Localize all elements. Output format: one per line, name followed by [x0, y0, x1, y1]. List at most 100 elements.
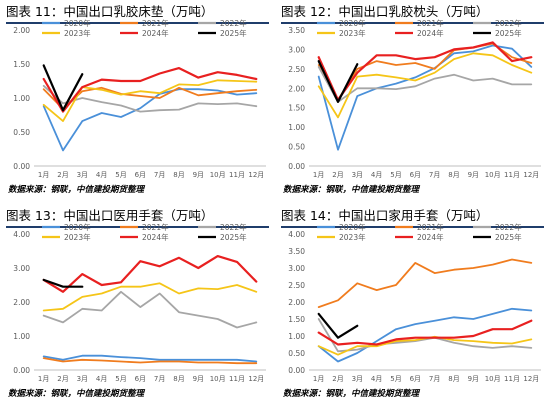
- x-tick-label: 6月: [135, 375, 146, 383]
- y-tick-label: 0.00: [13, 162, 30, 171]
- legend-label: 2020年: [339, 222, 366, 232]
- y-tick-label: 2.00: [288, 298, 305, 307]
- x-tick-label: 6月: [410, 171, 421, 179]
- legend-label: 2024年: [417, 28, 444, 38]
- legend-label: 2025年: [220, 232, 247, 242]
- x-tick-label: 10月: [485, 375, 501, 383]
- y-tick-label: 1.50: [13, 60, 30, 69]
- x-tick-label: 8月: [173, 375, 184, 383]
- x-tick-label: 8月: [448, 171, 459, 179]
- legend-label: 2021年: [417, 222, 444, 232]
- x-tick-label: 10月: [210, 375, 226, 383]
- y-tick-label: 4.00: [288, 230, 305, 239]
- source-note: 数据来源：钢联，中信建投期货整理: [283, 389, 420, 399]
- x-tick-label: 6月: [410, 375, 421, 383]
- y-tick-label: 2.50: [288, 65, 305, 74]
- y-tick-label: 3.50: [288, 26, 305, 35]
- legend-label: 2023年: [64, 232, 91, 242]
- source-note: 数据来源：钢联，中信建投期货整理: [283, 185, 420, 195]
- legend-label: 2020年: [339, 18, 366, 28]
- legend-label: 2023年: [339, 232, 366, 242]
- y-tick-label: 2.50: [288, 281, 305, 290]
- y-tick-label: 3.50: [288, 247, 305, 256]
- series-line: [42, 357, 258, 365]
- y-tick-label: 0.00: [13, 366, 30, 375]
- y-tick-label: 3.00: [288, 45, 305, 54]
- series-line: [42, 354, 258, 363]
- series-line: [42, 290, 258, 329]
- x-tick-label: 3月: [352, 171, 363, 179]
- x-tick-label: 2月: [57, 171, 68, 179]
- x-tick-label: 4月: [371, 171, 382, 179]
- x-tick-label: 9月: [193, 375, 204, 383]
- x-tick-label: 2月: [332, 171, 343, 179]
- y-tick-label: 0.50: [288, 143, 305, 152]
- x-tick-label: 7月: [429, 375, 440, 383]
- series-line: [317, 312, 359, 339]
- series-line: [317, 258, 533, 308]
- legend-label: 2024年: [142, 28, 169, 38]
- x-tick-label: 12月: [523, 375, 539, 383]
- legend-label: 2021年: [417, 18, 444, 28]
- x-tick-label: 2月: [57, 375, 68, 383]
- line-chart: 0.00 0.50 1.00 1.50 2.00 2.50 3.00 3.50 4.00 1月 2月…: [288, 222, 541, 383]
- chart-panel-4: 图表 14：中国出口家用手套（万吨） 0.00 0.50 1.00 1.50 2.00 2…: [275, 204, 550, 408]
- y-tick-label: 0.50: [13, 128, 30, 137]
- x-tick-label: 7月: [429, 171, 440, 179]
- x-tick-label: 2月: [332, 375, 343, 383]
- legend-label: 2021年: [142, 222, 169, 232]
- series-line: [42, 67, 258, 113]
- series-line: [317, 60, 359, 103]
- legend-label: 2022年: [220, 222, 247, 232]
- legend-label: 2022年: [220, 18, 247, 28]
- x-tick-label: 11月: [504, 171, 520, 179]
- x-tick-label: 11月: [229, 171, 245, 179]
- y-tick-label: 3.00: [13, 264, 30, 273]
- source-note: 数据来源：钢联，中信建投期货整理: [8, 185, 145, 195]
- line-chart: 0.00 0.50 1.00 1.50 2.00 2.50 3.00 3.50 1月 2月 3月 4月…: [288, 18, 541, 179]
- x-tick-label: 7月: [154, 375, 165, 383]
- series-line: [317, 319, 533, 346]
- legend-label: 2023年: [64, 28, 91, 38]
- x-tick-label: 7月: [154, 171, 165, 179]
- x-tick-label: 9月: [468, 171, 479, 179]
- y-tick-label: 0.00: [288, 366, 305, 375]
- series-line: [42, 84, 258, 113]
- chart-panel-1: 图表 11：中国出口乳胶床垫（万吨） 0.00 0.50 1.00 1.50 2.00 1…: [0, 0, 275, 204]
- series-line: [317, 52, 533, 119]
- series-line: [42, 282, 258, 312]
- x-tick-label: 12月: [523, 171, 539, 179]
- x-tick-label: 4月: [96, 171, 107, 179]
- x-tick-label: 12月: [248, 375, 264, 383]
- line-chart: 0.00 1.00 2.00 3.00 4.00 1月 2月 3月 4月 5月 6月 7月 8月 9月 10…: [13, 222, 266, 383]
- chart-panel-3: 图表 13：中国出口医用手套（万吨） 0.00 1.00 2.00 3.00 4.00 1…: [0, 204, 275, 408]
- y-tick-label: 1.50: [288, 104, 305, 113]
- legend-label: 2022年: [495, 222, 522, 232]
- y-tick-label: 4.00: [13, 230, 30, 239]
- legend-label: 2025年: [495, 232, 522, 242]
- series-line: [317, 44, 533, 151]
- y-tick-label: 1.00: [288, 332, 305, 341]
- legend-label: 2024年: [417, 232, 444, 242]
- x-tick-label: 1月: [313, 171, 324, 179]
- x-tick-label: 1月: [38, 375, 49, 383]
- series-line: [42, 255, 258, 293]
- x-tick-label: 9月: [193, 171, 204, 179]
- y-tick-label: 1.50: [288, 315, 305, 324]
- y-tick-label: 1.00: [13, 94, 30, 103]
- x-tick-label: 3月: [77, 171, 88, 179]
- chart-panel-2: 图表 12：中国出口乳胶枕头（万吨） 0.00 0.50 1.00 1.50 2.00 2…: [275, 0, 550, 204]
- series-line: [317, 66, 533, 103]
- x-tick-label: 10月: [210, 171, 226, 179]
- x-tick-label: 8月: [448, 375, 459, 383]
- y-tick-label: 1.00: [13, 332, 30, 341]
- x-tick-label: 3月: [77, 375, 88, 383]
- x-tick-label: 1月: [38, 171, 49, 179]
- series-line: [42, 278, 84, 288]
- line-chart: 0.00 0.50 1.00 1.50 2.00 1月 2月 3月 4月 5月 6月 7月 8月 9月 10…: [13, 18, 266, 179]
- series-line: [42, 64, 84, 112]
- x-tick-label: 5月: [115, 171, 126, 179]
- legend-label: 2020年: [64, 18, 91, 28]
- legend-label: 2025年: [495, 28, 522, 38]
